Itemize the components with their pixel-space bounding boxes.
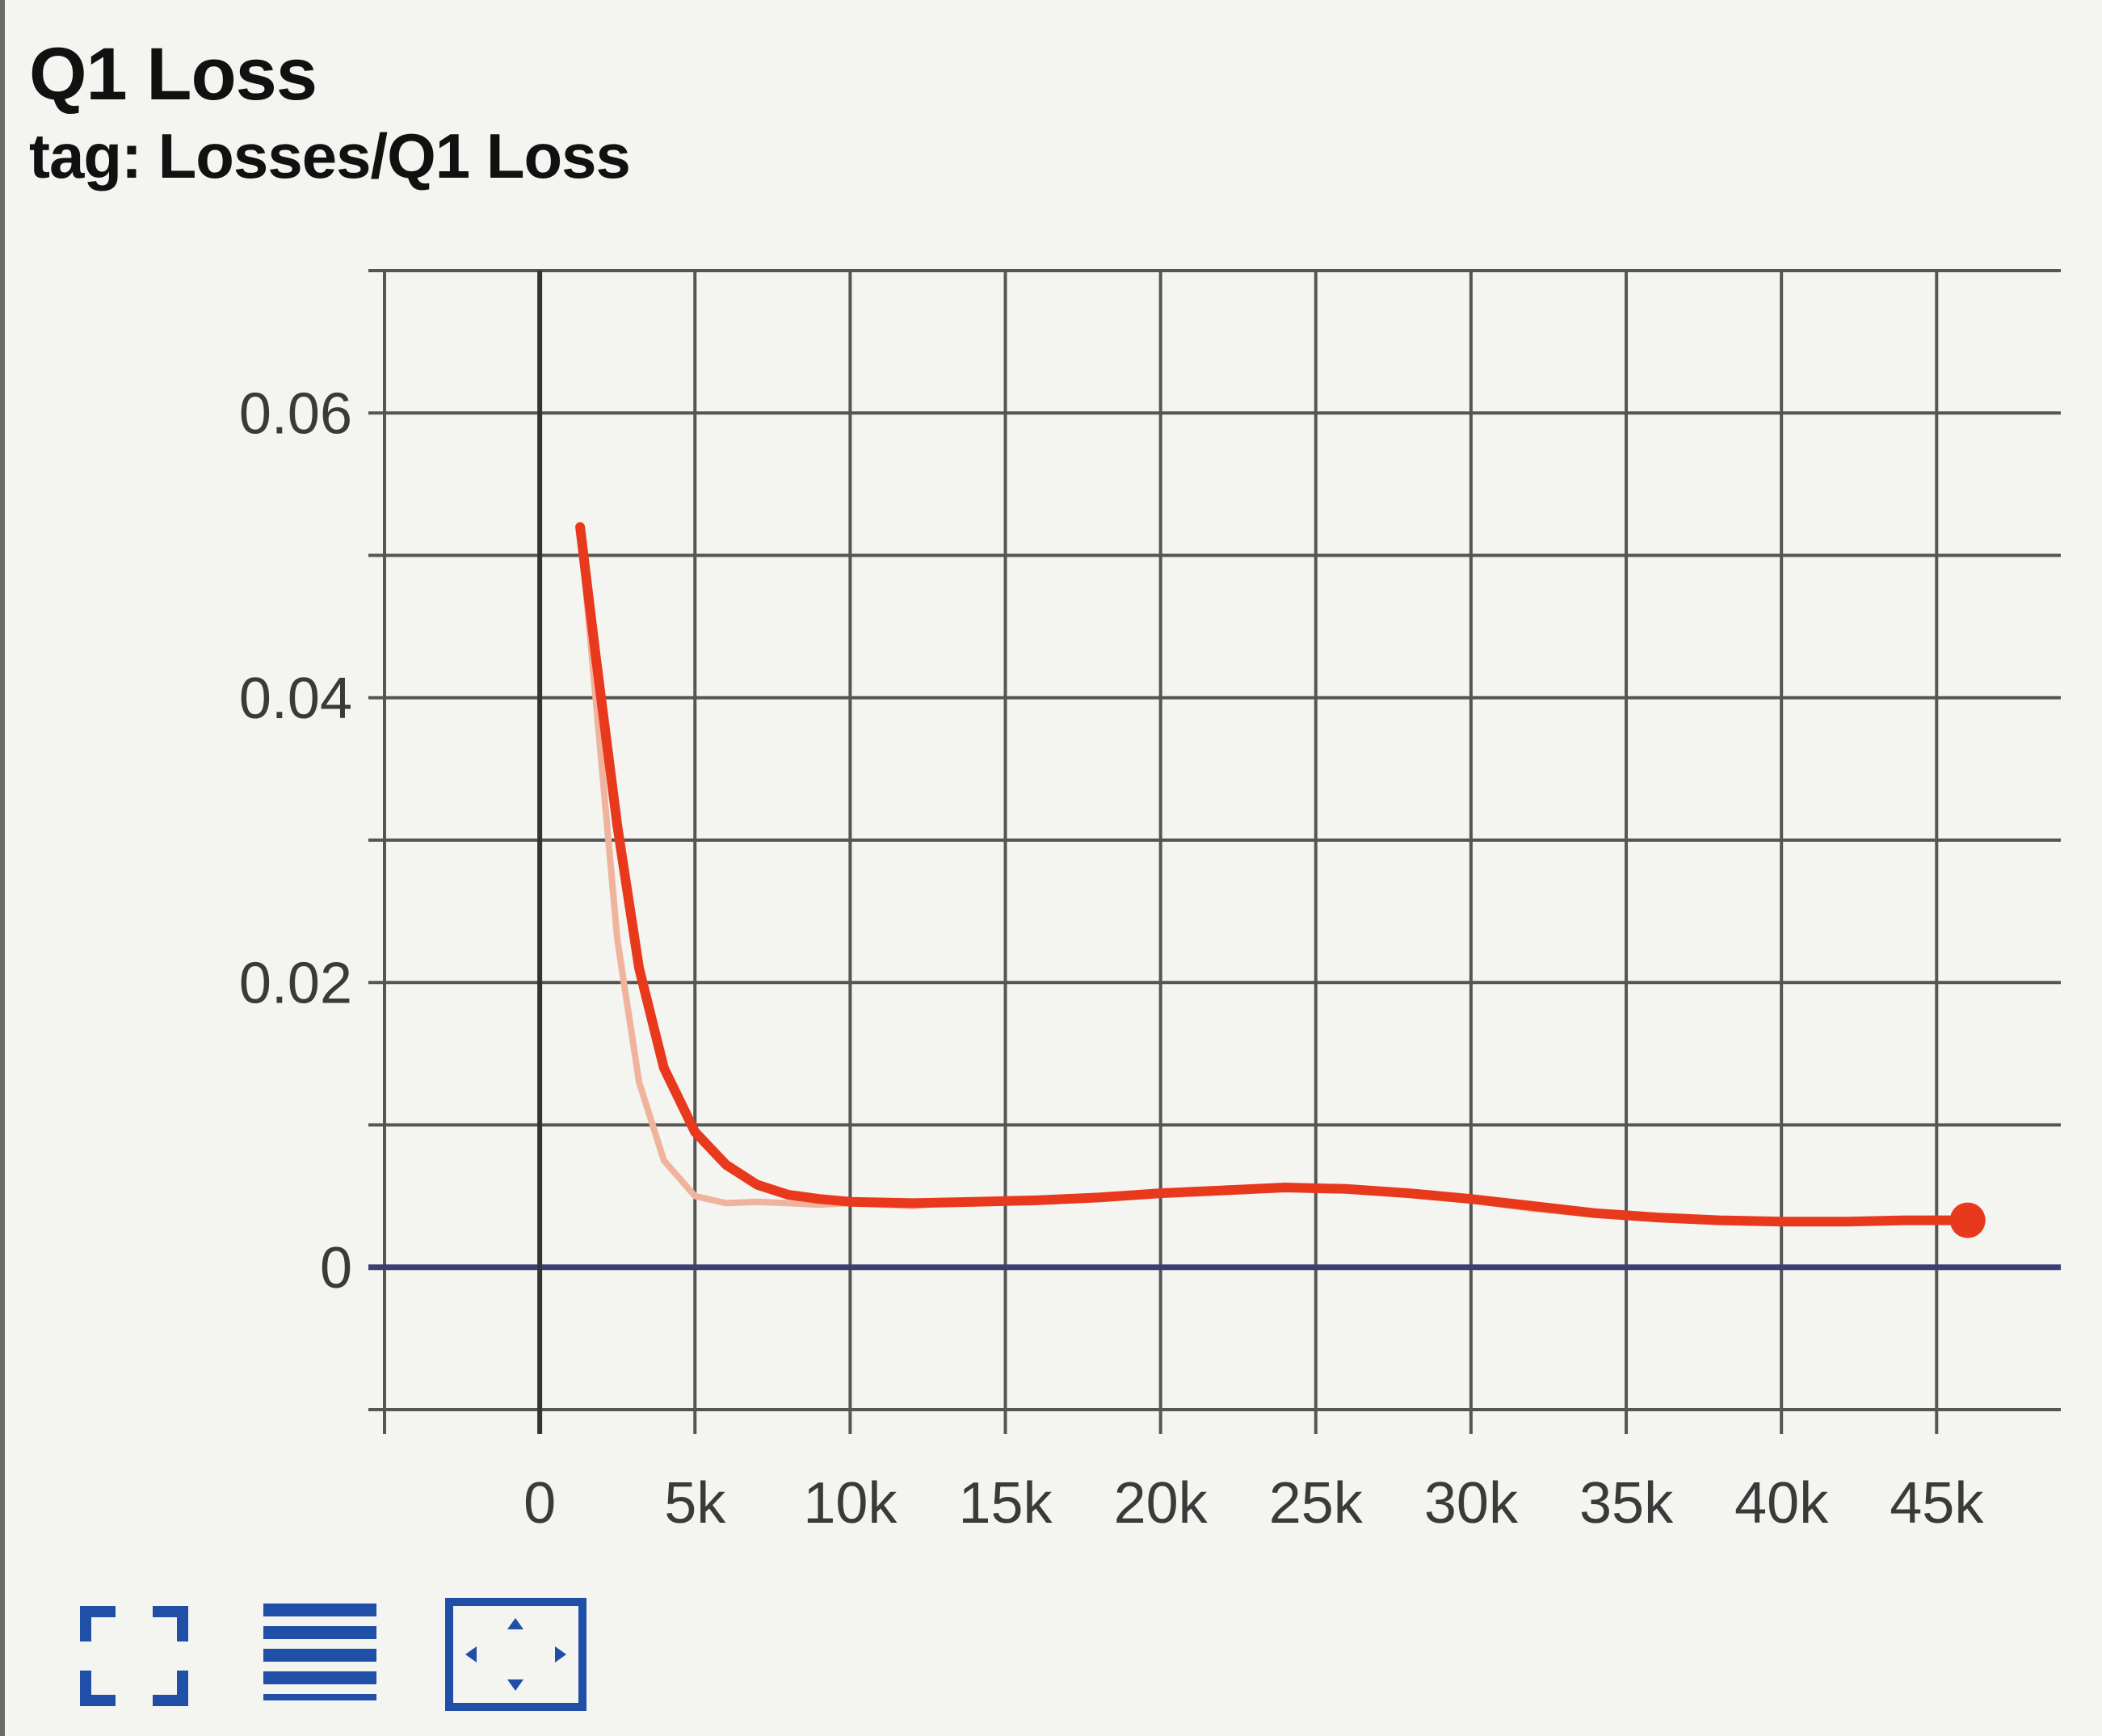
x-tick-label: 40k (1734, 1471, 1829, 1536)
fit-domain-button[interactable] (441, 1595, 595, 1717)
y-tick-label: 0.06 (239, 381, 352, 446)
x-tick-label: 5k (664, 1471, 726, 1536)
y-tick-label: 0.04 (239, 666, 352, 731)
x-tick-label: 30k (1424, 1471, 1519, 1536)
series-end-point (1949, 1202, 1986, 1238)
toggle-log-scale-button[interactable] (255, 1595, 385, 1717)
fit-domain-icon (445, 1598, 586, 1711)
x-tick-label: 0 (523, 1471, 556, 1536)
x-tick-label: 25k (1269, 1471, 1364, 1536)
x-tick-label: 45k (1890, 1471, 1984, 1536)
fullscreen-button[interactable] (69, 1595, 199, 1717)
y-tick-label: 0 (320, 1236, 352, 1301)
toggle-log-scale-icon (263, 1604, 376, 1700)
line-chart[interactable]: 0 5k 10k 15k 20k 25k 30k 35k 40k 45k 0 0.02 0.04 0.06 (5, 0, 2102, 1736)
y-tick-label: 0.02 (239, 951, 352, 1015)
chart-tag: tag: Losses/Q1 Loss (29, 120, 631, 191)
x-tick-label: 10k (803, 1471, 898, 1536)
x-tick-label: 15k (958, 1471, 1053, 1536)
smoothed-series-line (575, 522, 1973, 1227)
x-tick-label: 20k (1114, 1471, 1209, 1536)
chart-title: Q1 Loss (29, 33, 317, 116)
raw-series-line (577, 523, 1971, 1227)
x-tick-label: 35k (1579, 1471, 1674, 1536)
fullscreen-icon (80, 1606, 188, 1706)
